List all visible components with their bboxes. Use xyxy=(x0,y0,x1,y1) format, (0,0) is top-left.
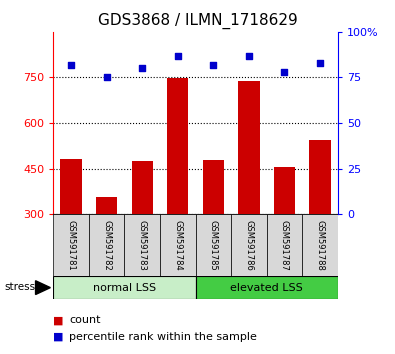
Bar xyxy=(53,276,196,299)
Bar xyxy=(96,198,117,214)
Text: stress: stress xyxy=(4,282,35,292)
Text: GSM591782: GSM591782 xyxy=(102,220,111,271)
Bar xyxy=(89,214,124,276)
Text: GSM591785: GSM591785 xyxy=(209,220,218,271)
Text: count: count xyxy=(69,315,101,325)
Text: GSM591786: GSM591786 xyxy=(245,220,253,271)
Text: normal LSS: normal LSS xyxy=(93,282,156,293)
Text: elevated LSS: elevated LSS xyxy=(230,282,303,293)
Text: GSM591788: GSM591788 xyxy=(316,220,324,271)
Bar xyxy=(160,214,196,276)
Bar xyxy=(309,140,331,214)
Point xyxy=(210,62,216,68)
Bar xyxy=(196,214,231,276)
Point xyxy=(317,60,323,66)
Point xyxy=(68,62,74,68)
Bar xyxy=(238,81,260,214)
Text: GDS3868 / ILMN_1718629: GDS3868 / ILMN_1718629 xyxy=(98,12,297,29)
Bar xyxy=(196,276,338,299)
Bar xyxy=(302,214,338,276)
Point xyxy=(175,53,181,58)
Text: percentile rank within the sample: percentile rank within the sample xyxy=(69,332,257,342)
Bar xyxy=(203,160,224,214)
Bar xyxy=(167,78,188,214)
Bar xyxy=(267,214,302,276)
Bar xyxy=(132,161,153,214)
Bar xyxy=(60,159,82,214)
Bar xyxy=(231,214,267,276)
Bar xyxy=(53,214,89,276)
Polygon shape xyxy=(36,281,51,295)
Text: GSM591784: GSM591784 xyxy=(173,220,182,271)
Text: GSM591781: GSM591781 xyxy=(67,220,75,271)
Bar xyxy=(124,214,160,276)
Point xyxy=(246,53,252,58)
Point xyxy=(103,75,110,80)
Text: ■: ■ xyxy=(53,332,64,342)
Text: GSM591783: GSM591783 xyxy=(138,220,147,271)
Bar xyxy=(274,167,295,214)
Point xyxy=(139,65,145,71)
Point xyxy=(281,69,288,75)
Text: ■: ■ xyxy=(53,315,64,325)
Text: GSM591787: GSM591787 xyxy=(280,220,289,271)
